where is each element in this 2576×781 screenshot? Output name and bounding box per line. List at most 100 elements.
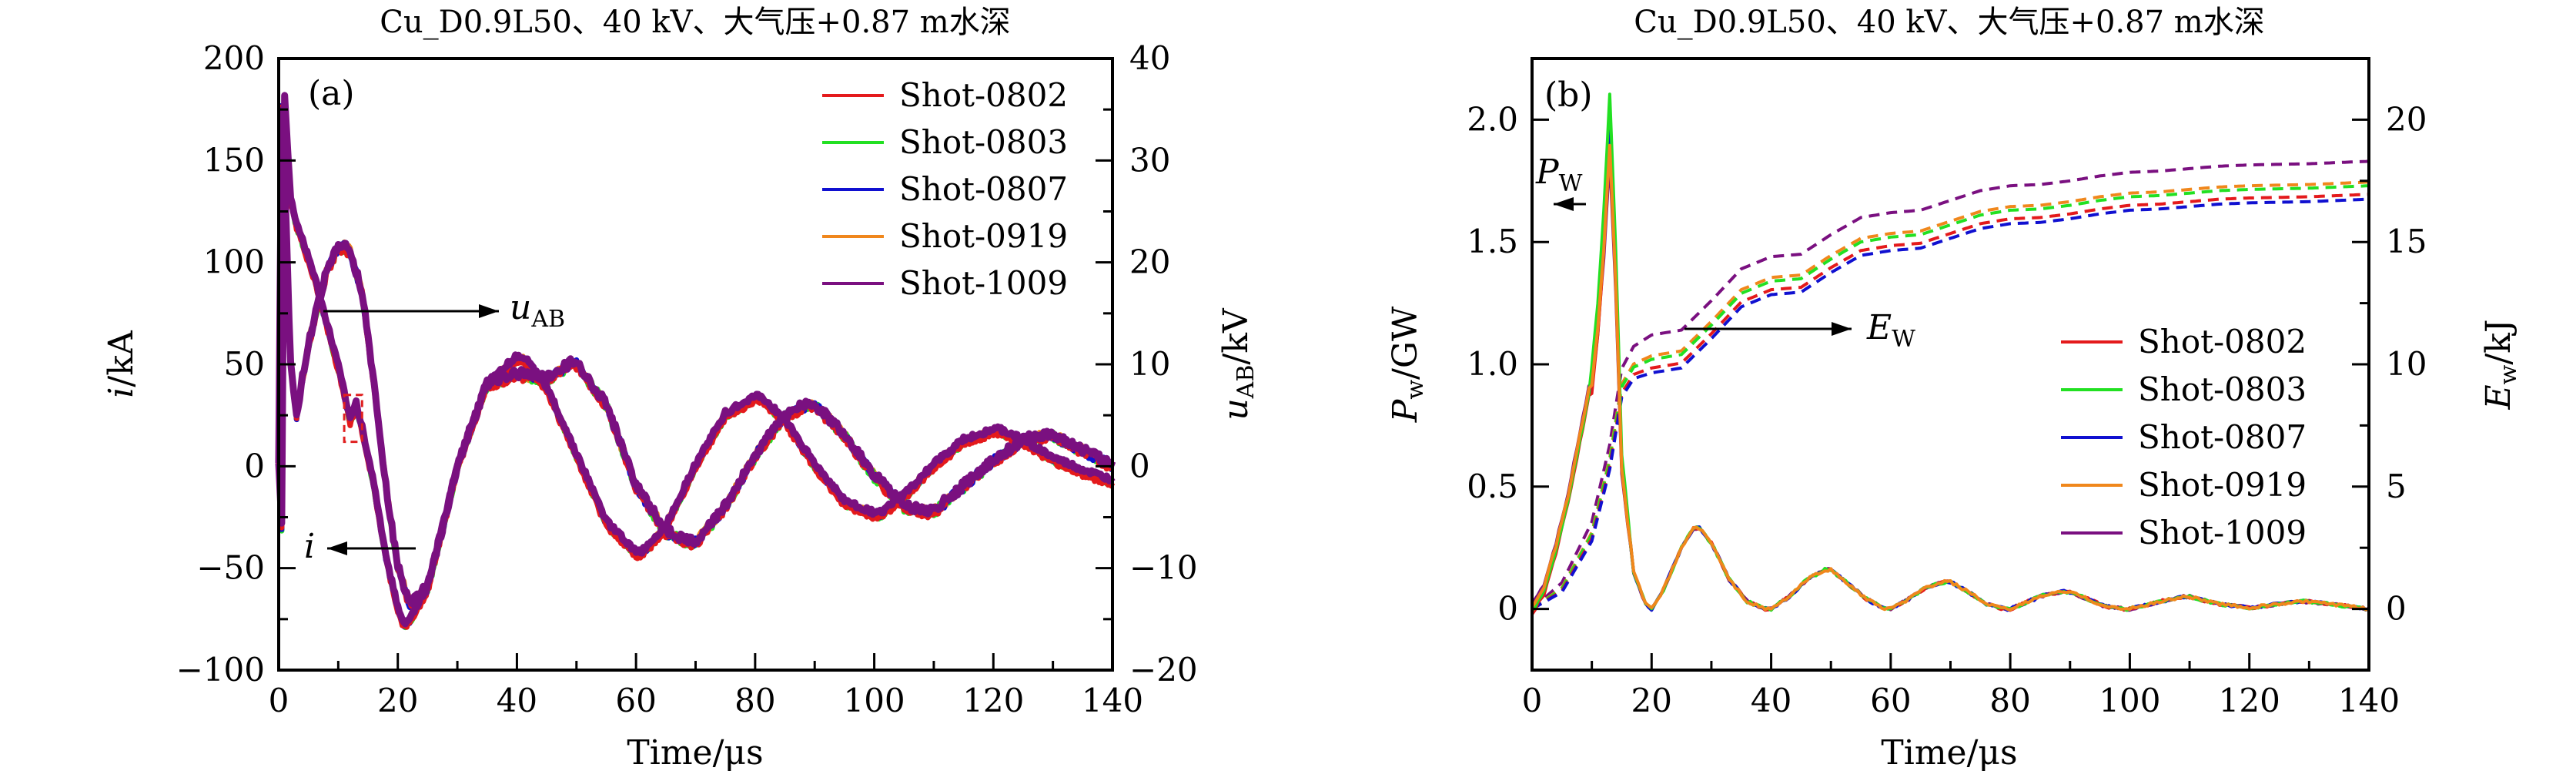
x-tick-label: 0 <box>1522 682 1543 719</box>
x-tick-label: 80 <box>1989 682 2030 719</box>
y-left-tick-label: 50 <box>224 345 265 383</box>
annotation-uab-label: uAB <box>510 288 565 333</box>
y-left-tick-label: 0 <box>244 447 265 484</box>
x-tick-label: 20 <box>1631 682 1672 719</box>
legend-label-shot-0919: Shot-0919 <box>2138 466 2307 504</box>
x-tick-label: 120 <box>962 682 1024 719</box>
legend-label-shot-0802: Shot-0802 <box>2138 323 2307 360</box>
annotation-i-arrow-head <box>327 541 347 555</box>
panel-a-y-axis-label-right: uAB/kV <box>1216 307 1260 421</box>
legend-label-shot-1009: Shot-1009 <box>2138 514 2307 551</box>
panel-a-ylabel-left-main: i <box>102 387 141 398</box>
panel-b-ylabel-left-sub: w <box>1402 380 1429 400</box>
annotation-ew-arrow-head <box>1832 322 1852 336</box>
y-right-tick-label: 5 <box>2386 468 2407 505</box>
legend-label-shot-0807: Shot-0807 <box>899 170 1068 208</box>
panel-a-annotations: uAB i <box>304 288 565 566</box>
series-energy-shot-0802 <box>1531 193 2370 611</box>
x-tick-label: 40 <box>497 682 537 719</box>
x-tick-label: 60 <box>1870 682 1911 719</box>
panel-a-plot-area <box>275 92 1116 631</box>
x-tick-label: 60 <box>615 682 656 719</box>
legend-label-shot-0802: Shot-0802 <box>899 76 1068 114</box>
panel-b-ticks: 0 20 40 60 80 100 120 140 0 0.5 1.0 1.5 2.0 0 5 10 15 20 <box>1467 100 2427 719</box>
y-left-tick-label: 0 <box>1497 590 1518 628</box>
panel-a-ylabel-right-main: u <box>1216 398 1256 420</box>
y-right-tick-label: 0 <box>1129 447 1150 484</box>
panel-b-legend: Shot-0802 Shot-0803 Shot-0807 Shot-0919 Shot… <box>2061 323 2307 551</box>
x-tick-label: 0 <box>269 682 289 719</box>
y-left-tick-label: 1.5 <box>1467 223 1518 260</box>
legend-label-shot-0803: Shot-0803 <box>899 123 1068 161</box>
panel-b-ylabel-left-main: P <box>1386 398 1425 423</box>
svg-text:uAB/kV: uAB/kV <box>1216 307 1260 421</box>
y-left-tick-label: 150 <box>203 141 265 179</box>
y-right-tick-label: −10 <box>1129 549 1198 587</box>
panel-a-x-axis-label: Time/μs <box>627 733 763 773</box>
x-tick-label: 100 <box>2099 682 2160 719</box>
y-right-tick-label: −20 <box>1129 651 1198 689</box>
y-right-tick-label: 10 <box>1129 345 1170 383</box>
annotation-ew-label: EW <box>1866 308 1915 353</box>
panel-b: Cu_D0.9L50、40 kV、大气压+0.87 m水深 0 20 40 60 80 1… <box>1386 5 2522 773</box>
y-left-tick-label: −100 <box>176 651 265 689</box>
y-left-tick-label: 200 <box>203 39 265 77</box>
series-energy-shot-0803 <box>1531 184 2370 611</box>
y-right-tick-label: 10 <box>2386 345 2427 383</box>
y-right-tick-label: 0 <box>2386 590 2407 628</box>
panel-b-label: (b) <box>1544 75 1593 115</box>
panel-b-y-axis-label-right: Ew/kJ <box>2479 320 2522 411</box>
annotation-i-label: i <box>304 527 315 566</box>
y-right-tick-label: 20 <box>1129 243 1170 281</box>
panel-b-plot-area <box>1531 92 2370 615</box>
panel-b-y-axis-label-left: Pw/GW <box>1386 306 1429 423</box>
panel-a-title: Cu_D0.9L50、40 kV、大气压+0.87 m水深 <box>380 5 1010 40</box>
panel-a-ylabel-right-unit: /kV <box>1216 307 1256 364</box>
y-left-tick-label: 0.5 <box>1467 468 1518 505</box>
y-left-tick-label: 1.0 <box>1467 345 1518 383</box>
panel-b-ylabel-right-main: E <box>2479 384 2518 410</box>
legend-label-shot-0803: Shot-0803 <box>2138 370 2307 408</box>
panel-b-ylabel-right-sub: w <box>2495 364 2522 384</box>
y-right-tick-label: 30 <box>1129 141 1170 179</box>
panel-b-x-axis-label: Time/μs <box>1881 733 2017 773</box>
panel-a-legend: Shot-0802 Shot-0803 Shot-0807 Shot-0919 Shot… <box>822 76 1068 302</box>
annotation-pw-label: PW <box>1535 153 1583 197</box>
y-right-tick-label: 20 <box>2386 100 2427 138</box>
panel-b-annotations: PW EW <box>1535 153 1915 353</box>
panel-b-frame <box>1531 57 2370 672</box>
x-tick-label: 120 <box>2219 682 2280 719</box>
y-left-tick-label: 100 <box>203 243 265 281</box>
annotation-pw-arrow-head <box>1554 197 1574 211</box>
legend-label-shot-1009: Shot-1009 <box>899 264 1068 302</box>
svg-text:Ew/kJ: Ew/kJ <box>2479 320 2522 411</box>
y-right-tick-label: 40 <box>1129 39 1170 77</box>
y-left-tick-label: −50 <box>196 549 265 587</box>
x-tick-label: 40 <box>1751 682 1791 719</box>
panel-a-ylabel-left-unit: /kA <box>102 330 141 387</box>
svg-text:Pw/GW: Pw/GW <box>1386 306 1429 423</box>
panel-b-title: Cu_D0.9L50、40 kV、大气压+0.87 m水深 <box>1634 5 2264 40</box>
panel-a-label: (a) <box>308 74 355 113</box>
legend-label-shot-0919: Shot-0919 <box>899 217 1068 255</box>
y-left-tick-label: 2.0 <box>1467 100 1518 138</box>
svg-text:i/kA: i/kA <box>102 330 141 398</box>
panel-a: Cu_D0.9L50、40 kV、大气压+0.87 m水深 0 20 40 60 80 1… <box>102 5 1260 773</box>
panel-a-ticks: 0 20 40 60 80 100 120 140−100−50050100150200−20… <box>176 39 1198 719</box>
annotation-uab-arrow-head <box>479 304 499 318</box>
x-tick-label: 100 <box>843 682 905 719</box>
y-right-tick-label: 15 <box>2386 223 2427 260</box>
panel-b-ylabel-left-unit: /GW <box>1386 306 1425 380</box>
x-tick-label: 140 <box>2338 682 2400 719</box>
series-voltage-shot-1009 <box>275 106 1116 608</box>
series-energy-shot-0807 <box>1531 197 2370 611</box>
panel-a-y-axis-label-left: i/kA <box>102 330 141 398</box>
x-tick-label: 20 <box>377 682 418 719</box>
legend-label-shot-0807: Shot-0807 <box>2138 418 2307 456</box>
x-tick-label: 140 <box>1082 682 1143 719</box>
series-current-shot-1009 <box>275 92 1116 628</box>
highlight-box <box>343 394 363 444</box>
panel-a-ylabel-right-sub: AB <box>1233 365 1260 400</box>
x-tick-label: 80 <box>734 682 775 719</box>
